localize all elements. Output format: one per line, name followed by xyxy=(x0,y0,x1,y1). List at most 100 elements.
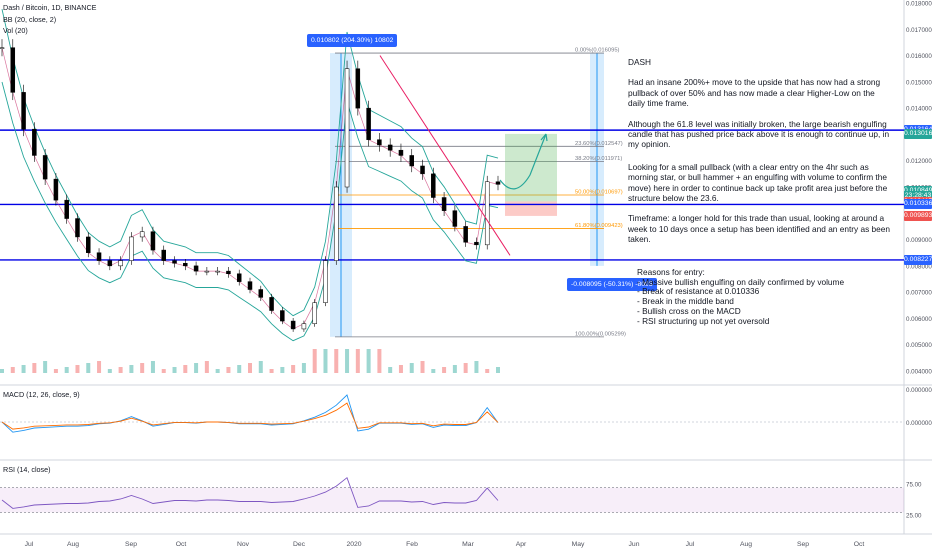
candle-body xyxy=(118,260,123,267)
time-tick-label: May xyxy=(572,541,585,548)
volume-label: Vol (20) xyxy=(3,26,28,35)
volume-bar xyxy=(323,349,328,373)
volume-bar xyxy=(53,369,58,373)
price-badge: 0.010336 xyxy=(904,199,932,210)
reason-item: - Break in the middle band xyxy=(637,296,734,307)
reason-item: - Massive bullish engulfing on daily con… xyxy=(637,276,845,287)
notes-p3: Looking for a small pullback (with a cle… xyxy=(628,161,888,204)
candle-body xyxy=(32,128,37,156)
candle-body xyxy=(484,181,490,246)
volume-bar xyxy=(64,367,69,373)
candle-body xyxy=(441,197,447,211)
rsi-line xyxy=(1,476,499,509)
candle-body xyxy=(107,260,113,267)
candle-body xyxy=(495,181,501,185)
rsi-axis-label: 75.00 xyxy=(906,482,922,489)
candle-body xyxy=(193,265,199,272)
time-tick-label: Aug xyxy=(67,541,79,548)
bollinger-upper xyxy=(1,9,499,317)
time-tick-label: Nov xyxy=(237,541,250,548)
macd-axis-label: 0.000000 xyxy=(906,387,932,394)
trade-notes: DASH Had an insane 200%+ move to the ups… xyxy=(628,57,890,255)
measure-up-chip: 0.010802 (204.30%) 10802 xyxy=(307,34,398,47)
bb-label: BB (20, close, 2) xyxy=(3,15,57,24)
candle-body xyxy=(398,149,404,156)
price-tick-label: 0.017000 xyxy=(906,27,932,34)
candle-body xyxy=(344,68,350,188)
volume-bar xyxy=(32,363,37,373)
price-tick-label: 0.005000 xyxy=(906,342,932,349)
volume-bar xyxy=(280,367,285,373)
price-badge: 23:28:43 xyxy=(904,190,932,201)
time-tick-label: 2020 xyxy=(346,541,361,548)
price-tick-label: 0.009000 xyxy=(906,237,932,244)
candle-body xyxy=(0,47,5,49)
price-tick-label: 0.018000 xyxy=(906,1,932,8)
candle-body xyxy=(53,178,59,201)
candle-body xyxy=(334,186,339,261)
candle-body xyxy=(236,273,242,282)
candle-body xyxy=(387,144,393,151)
candle-body xyxy=(290,320,296,330)
symbol-label: Dash / Bitcoin, 1D, BINANCE xyxy=(3,3,97,12)
volume-bar xyxy=(345,349,350,373)
time-tick-label: Oct xyxy=(854,541,865,548)
time-tick-label: Sep xyxy=(797,541,809,548)
fib-level-label: 50.00%(0.010697) xyxy=(575,189,623,195)
volume-bar xyxy=(388,367,393,373)
candle-body xyxy=(75,218,80,238)
volume-bar xyxy=(269,369,274,373)
reason-item: - Break of resistance at 0.010336 xyxy=(637,286,760,297)
candle-body xyxy=(323,260,328,303)
volume-bar xyxy=(86,363,91,373)
rsi-band xyxy=(0,487,904,513)
time-tick-label: Sep xyxy=(125,541,137,548)
volume-bar xyxy=(248,363,252,373)
price-tick-label: 0.006000 xyxy=(906,316,932,323)
volume-bar xyxy=(366,349,371,373)
volume-bar xyxy=(21,365,26,373)
reasons-block: Reasons for entry: - Massive bullish eng… xyxy=(637,267,845,326)
volume-bar xyxy=(215,369,220,373)
price-tick-label: 0.004000 xyxy=(906,369,932,376)
volume-bar xyxy=(226,367,231,373)
time-tick-label: Jul xyxy=(25,541,34,548)
volume-bar xyxy=(140,363,145,373)
volume-bar xyxy=(118,367,123,373)
volume-bar xyxy=(431,369,436,373)
candle-body xyxy=(247,281,253,290)
volume-bar xyxy=(172,367,177,373)
volume-bar xyxy=(409,363,414,373)
reasons-title: Reasons for entry: xyxy=(637,267,705,277)
candle-body xyxy=(280,310,285,322)
measure-down-chip: -0.008095 (-50.31%) -8095 xyxy=(567,278,657,291)
volume-bar xyxy=(43,361,48,373)
volume-bar xyxy=(355,349,360,373)
projection-path xyxy=(499,133,547,190)
volume-bar xyxy=(97,361,102,373)
time-tick-label: Oct xyxy=(176,541,187,548)
candle-body xyxy=(42,155,48,180)
candle-body xyxy=(301,323,307,330)
notes-title: DASH xyxy=(628,57,652,67)
time-tick-label: Dec xyxy=(293,541,306,548)
volume-bar xyxy=(194,363,199,373)
volume-bar xyxy=(334,349,339,373)
volume-bar xyxy=(291,365,296,373)
fib-level-label: 100.00%(0.005299) xyxy=(575,331,626,337)
volume-bar xyxy=(0,369,4,373)
candle-body xyxy=(161,249,166,261)
volume-bar xyxy=(474,361,479,373)
price-badge: 0.008227 xyxy=(904,254,932,265)
candle-body xyxy=(431,173,436,198)
price-badge: 0.013016 xyxy=(904,129,932,139)
price-tick-label: 0.014000 xyxy=(906,106,932,113)
notes-p2: Although the 61.8 level was initially br… xyxy=(628,118,890,150)
time-tick-label: Aug xyxy=(740,541,752,548)
candle-body xyxy=(129,236,134,261)
rsi-axis-label: 25.00 xyxy=(906,513,922,520)
candle-body xyxy=(355,68,361,109)
volume-bar xyxy=(452,365,457,373)
volume-bar xyxy=(161,369,166,373)
